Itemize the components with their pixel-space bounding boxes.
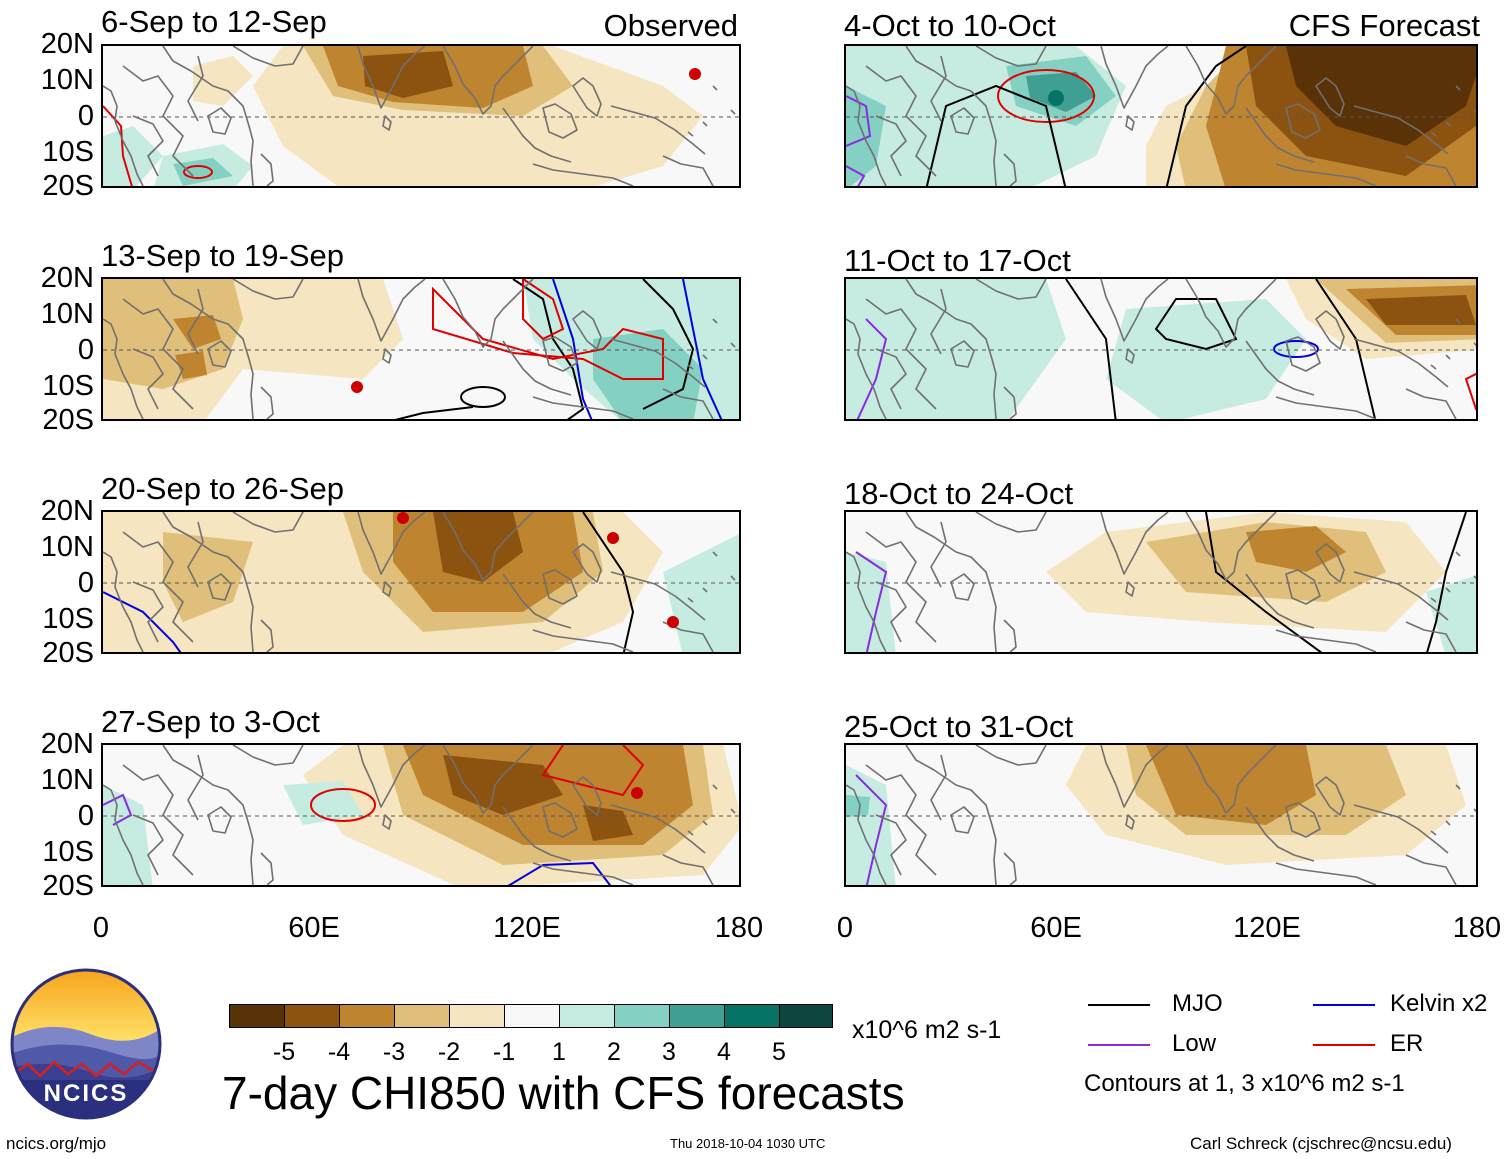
ncics-logo: NCICS (10, 968, 162, 1120)
colorbar-units: x10^6 m2 s-1 (852, 1016, 1002, 1044)
y-label-20s: 20S (42, 404, 94, 436)
colorbar-bin-3 (339, 1004, 395, 1028)
colorbar-label: 2 (607, 1038, 621, 1066)
legend-er-label: ER (1390, 1030, 1424, 1057)
x-label-120e-right: 120E (1233, 912, 1301, 944)
y-label-20s: 20S (42, 170, 94, 202)
y-label-20s: 20S (42, 870, 94, 902)
x-label-60e-left: 60E (288, 912, 340, 944)
y-label-0: 0 (77, 567, 94, 599)
y-label-10s: 10S (42, 370, 94, 402)
colorbar-label: 4 (717, 1038, 731, 1066)
legend-kelvin-label: Kelvin x2 (1390, 990, 1488, 1017)
footer-author: Carl Schreck (cjschrec@ncsu.edu) (1190, 1134, 1452, 1153)
panel-title-right-2: 11-Oct to 17-Oct (844, 243, 1071, 278)
cfs-forecast-header: CFS Forecast (1288, 8, 1480, 43)
legend-kelvin-line (1313, 1004, 1375, 1006)
map-panel-right-4 (844, 743, 1478, 887)
legend-mjo-line (1088, 1004, 1150, 1006)
map-panel-left-3 (101, 510, 741, 654)
main-title: 7-day CHI850 with CFS forecasts (222, 1067, 905, 1119)
panel-title-left-2: 13-Sep to 19-Sep (101, 238, 345, 273)
y-label-10n: 10N (40, 531, 94, 563)
colorbar-label: 5 (772, 1038, 786, 1066)
y-label-10n: 10N (40, 764, 94, 796)
y-label-20n: 20N (40, 28, 94, 60)
colorbar-bin-4 (394, 1004, 450, 1028)
x-label-120e-left: 120E (493, 912, 561, 944)
x-label-0-left: 0 (92, 912, 110, 944)
colorbar-label: -1 (492, 1038, 516, 1066)
panel-title-right-3: 18-Oct to 24-Oct (844, 476, 1074, 511)
footer-timestamp: Thu 2018-10-04 1030 UTC (670, 1136, 826, 1151)
colorbar-label: -3 (382, 1038, 406, 1066)
map-panel-right-3 (844, 510, 1478, 654)
colorbar-label: -4 (327, 1038, 351, 1066)
y-label-10s: 10S (42, 603, 94, 635)
y-label-0: 0 (77, 334, 94, 366)
colorbar-bin-10 (724, 1004, 780, 1028)
y-label-10s: 10S (42, 136, 94, 168)
y-label-10n: 10N (40, 64, 94, 96)
map-panel-left-2 (101, 277, 741, 421)
colorbar-bin-8 (614, 1004, 670, 1028)
map-panel-right-2 (844, 277, 1478, 421)
y-label-20n: 20N (40, 262, 94, 294)
legend-contour-note: Contours at 1, 3 x10^6 m2 s-1 (1084, 1070, 1405, 1097)
colorbar-bin-2 (284, 1004, 340, 1028)
x-label-180-right: 180 (1452, 912, 1502, 944)
map-panel-left-4 (101, 743, 741, 887)
y-label-0: 0 (77, 800, 94, 832)
observed-header: Observed (603, 8, 738, 43)
colorbar-bin-7 (559, 1004, 615, 1028)
y-label-20n: 20N (40, 495, 94, 527)
y-label-20s: 20S (42, 637, 94, 669)
legend-er-line (1313, 1044, 1375, 1046)
legend-low-label: Low (1172, 1030, 1217, 1057)
panel-title-left-3: 20-Sep to 26-Sep (101, 471, 345, 506)
panel-title-right-1: 4-Oct to 10-Oct (844, 8, 1056, 43)
y-label-0: 0 (77, 100, 94, 132)
legend-low-line (1088, 1044, 1150, 1046)
ncics-logo-graphic (10, 968, 162, 1120)
colorbar-label: -5 (272, 1038, 296, 1066)
colorbar-label: 1 (552, 1038, 566, 1066)
colorbar-bin-1 (229, 1004, 285, 1028)
y-label-20n: 20N (40, 728, 94, 760)
footer-url[interactable]: ncics.org/mjo (6, 1134, 107, 1153)
x-label-180-left: 180 (714, 912, 764, 944)
y-label-10s: 10S (42, 836, 94, 868)
panel-title-left-4: 27-Sep to 3-Oct (101, 704, 320, 739)
colorbar-bin-5 (449, 1004, 505, 1028)
x-label-60e-right: 60E (1030, 912, 1082, 944)
panel-title-right-4: 25-Oct to 31-Oct (844, 709, 1074, 744)
colorbar-bin-11 (779, 1004, 833, 1028)
map-panel-left-1 (101, 44, 741, 188)
y-label-10n: 10N (40, 298, 94, 330)
colorbar-label: 3 (662, 1038, 676, 1066)
logo-text: NCICS (43, 1080, 129, 1107)
colorbar-label: -2 (437, 1038, 461, 1066)
map-panel-right-1 (844, 44, 1478, 188)
legend-mjo-label: MJO (1172, 990, 1223, 1017)
x-label-0-right: 0 (836, 912, 854, 944)
colorbar-bin-6 (504, 1004, 560, 1028)
panel-title-left-1: 6-Sep to 12-Sep (101, 4, 327, 39)
colorbar-bin-9 (669, 1004, 725, 1028)
